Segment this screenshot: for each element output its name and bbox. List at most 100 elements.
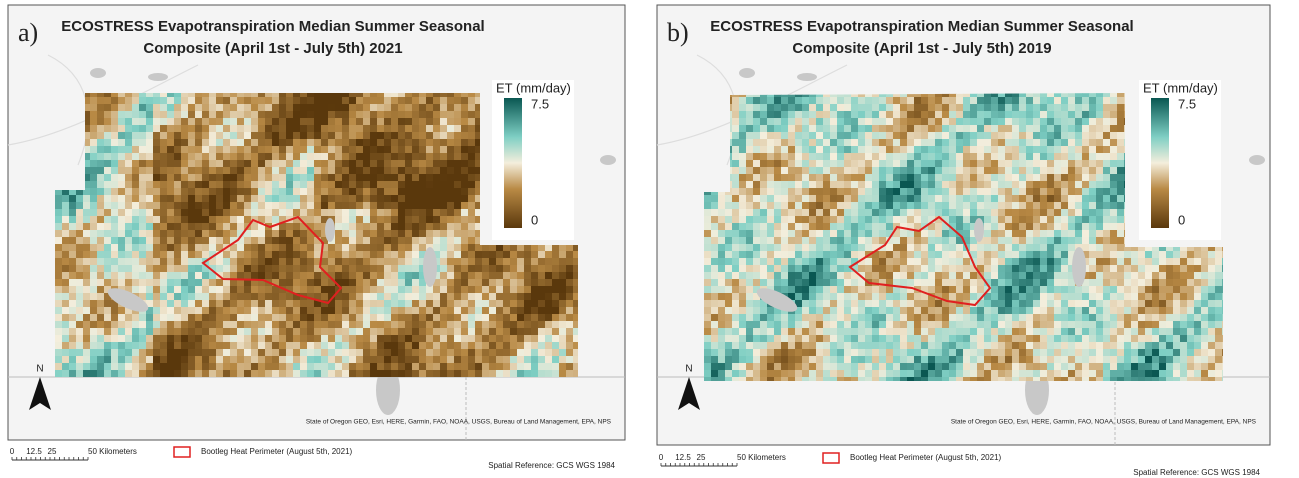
raster-cell	[356, 251, 364, 259]
raster-cell	[886, 223, 894, 231]
raster-cell	[139, 132, 147, 140]
raster-cell	[307, 160, 315, 168]
raster-cell	[356, 356, 364, 364]
raster-cell	[188, 125, 196, 133]
raster-cell	[342, 160, 350, 168]
raster-cell	[398, 216, 406, 224]
raster-cell	[433, 167, 441, 175]
raster-cell	[781, 349, 789, 357]
raster-cell	[524, 279, 532, 287]
raster-cell	[251, 314, 259, 322]
raster-cell	[872, 139, 880, 147]
raster-cell	[928, 286, 936, 294]
raster-cell	[788, 209, 796, 217]
raster-cell	[363, 188, 371, 196]
raster-cell	[823, 167, 831, 175]
raster-cell	[426, 132, 434, 140]
raster-cell	[321, 118, 329, 126]
raster-cell	[865, 300, 873, 308]
raster-cell	[795, 139, 803, 147]
raster-cell	[391, 153, 399, 161]
raster-cell	[837, 167, 845, 175]
raster-cell	[146, 335, 154, 343]
raster-cell	[335, 244, 343, 252]
raster-cell	[223, 293, 231, 301]
raster-cell	[816, 363, 824, 371]
raster-cell	[433, 125, 441, 133]
raster-cell	[118, 363, 126, 371]
raster-cell	[377, 335, 385, 343]
raster-cell	[370, 188, 378, 196]
raster-cell	[111, 279, 119, 287]
raster-cell	[545, 293, 553, 301]
raster-cell	[160, 251, 168, 259]
raster-cell	[188, 251, 196, 259]
raster-cell	[886, 342, 894, 350]
raster-cell	[90, 118, 98, 126]
raster-cell	[384, 153, 392, 161]
raster-cell	[370, 265, 378, 273]
raster-cell	[419, 97, 427, 105]
raster-cell	[907, 125, 915, 133]
raster-cell	[174, 216, 182, 224]
raster-cell	[237, 286, 245, 294]
raster-cell	[160, 300, 168, 308]
raster-cell	[405, 209, 413, 217]
raster-cell	[398, 181, 406, 189]
raster-cell	[279, 139, 287, 147]
raster-cell	[349, 272, 357, 280]
raster-cell	[739, 139, 747, 147]
raster-cell	[823, 118, 831, 126]
raster-cell	[886, 258, 894, 266]
raster-cell	[335, 300, 343, 308]
raster-cell	[893, 335, 901, 343]
raster-cell	[781, 160, 789, 168]
raster-cell	[230, 307, 238, 315]
raster-cell	[167, 279, 175, 287]
raster-cell	[886, 244, 894, 252]
raster-cell	[475, 342, 483, 350]
raster-cell	[816, 349, 824, 357]
raster-cell	[167, 328, 175, 336]
raster-cell	[858, 174, 866, 182]
raster-cell	[447, 328, 455, 336]
raster-cell	[111, 223, 119, 231]
raster-cell	[774, 314, 782, 322]
raster-cell	[223, 111, 231, 119]
raster-cell	[104, 111, 112, 119]
raster-cell	[935, 174, 943, 182]
raster-cell	[111, 139, 119, 147]
raster-cell	[83, 363, 91, 371]
raster-cell	[781, 370, 789, 378]
raster-cell	[398, 356, 406, 364]
raster-cell	[104, 125, 112, 133]
raster-cell	[335, 153, 343, 161]
raster-cell	[781, 237, 789, 245]
raster-cell	[181, 202, 189, 210]
raster-cell	[146, 181, 154, 189]
raster-cell	[942, 132, 950, 140]
raster-cell	[844, 202, 852, 210]
raster-cell	[886, 335, 894, 343]
raster-cell	[55, 321, 63, 329]
raster-cell	[146, 293, 154, 301]
raster-cell	[718, 307, 726, 315]
raster-cell	[328, 104, 336, 112]
raster-cell	[398, 202, 406, 210]
raster-cell	[935, 125, 943, 133]
raster-cell	[545, 251, 553, 259]
raster-cell	[844, 139, 852, 147]
raster-cell	[851, 335, 859, 343]
raster-cell	[146, 97, 154, 105]
raster-cell	[566, 251, 574, 259]
raster-cell	[732, 300, 740, 308]
raster-cell	[781, 174, 789, 182]
raster-cell	[293, 363, 301, 371]
raster-cell	[440, 223, 448, 231]
raster-cell	[321, 307, 329, 315]
raster-cell	[209, 356, 217, 364]
raster-cell	[181, 286, 189, 294]
raster-cell	[872, 272, 880, 280]
raster-cell	[349, 307, 357, 315]
raster-cell	[286, 335, 294, 343]
